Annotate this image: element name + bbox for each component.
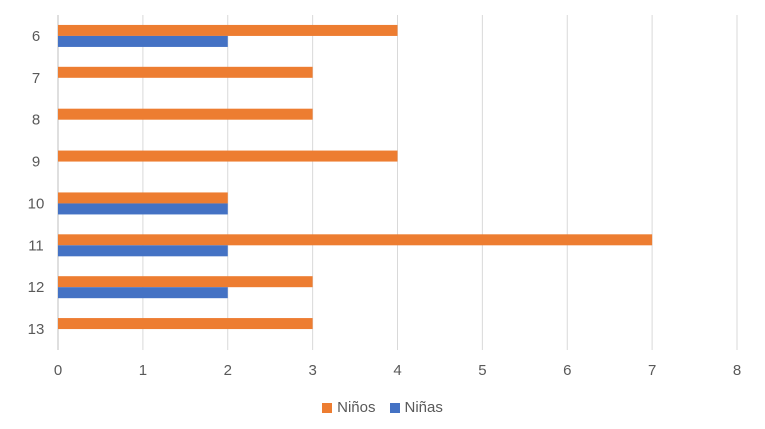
- legend-item-ninos: Niños: [322, 399, 376, 416]
- legend-label-ninos: Niños: [337, 399, 376, 416]
- y-tick-label-6: 6: [32, 28, 40, 45]
- bar-ninas-6: [58, 35, 228, 47]
- legend-label-ninas: Niñas: [404, 399, 443, 416]
- bar-ninos-13: [58, 318, 313, 330]
- y-tick-label-12: 12: [28, 279, 45, 296]
- legend-swatch-ninas: [389, 402, 400, 413]
- bar-ninas-11: [58, 245, 228, 257]
- y-tick-label-7: 7: [32, 70, 40, 87]
- x-tick-label-4: 4: [393, 362, 401, 379]
- bar-ninos-12: [58, 276, 313, 288]
- legend-swatch-ninos: [322, 402, 333, 413]
- x-tick-label-1: 1: [139, 362, 147, 379]
- bar-ninos-11: [58, 234, 653, 246]
- y-tick-label-10: 10: [28, 195, 45, 212]
- x-tick-label-5: 5: [478, 362, 486, 379]
- bar-ninas-12: [58, 287, 228, 299]
- legend-item-ninas: Niñas: [389, 399, 443, 416]
- y-tick-label-9: 9: [32, 154, 40, 171]
- bar-ninas-10: [58, 203, 228, 215]
- x-tick-label-7: 7: [648, 362, 656, 379]
- bar-ninos-10: [58, 192, 228, 204]
- x-tick-label-3: 3: [308, 362, 316, 379]
- x-tick-label-8: 8: [733, 362, 741, 379]
- bar-ninos-9: [58, 150, 398, 162]
- legend: Niños Niñas: [0, 399, 765, 416]
- bar-ninos-7: [58, 66, 313, 78]
- x-tick-label-0: 0: [54, 362, 62, 379]
- bar-ninos-6: [58, 24, 398, 36]
- y-tick-label-13: 13: [28, 321, 45, 338]
- y-tick-label-8: 8: [32, 112, 40, 129]
- x-tick-label-6: 6: [563, 362, 571, 379]
- x-tick-label-2: 2: [224, 362, 232, 379]
- bar-ninos-8: [58, 108, 313, 120]
- y-tick-label-11: 11: [28, 237, 44, 254]
